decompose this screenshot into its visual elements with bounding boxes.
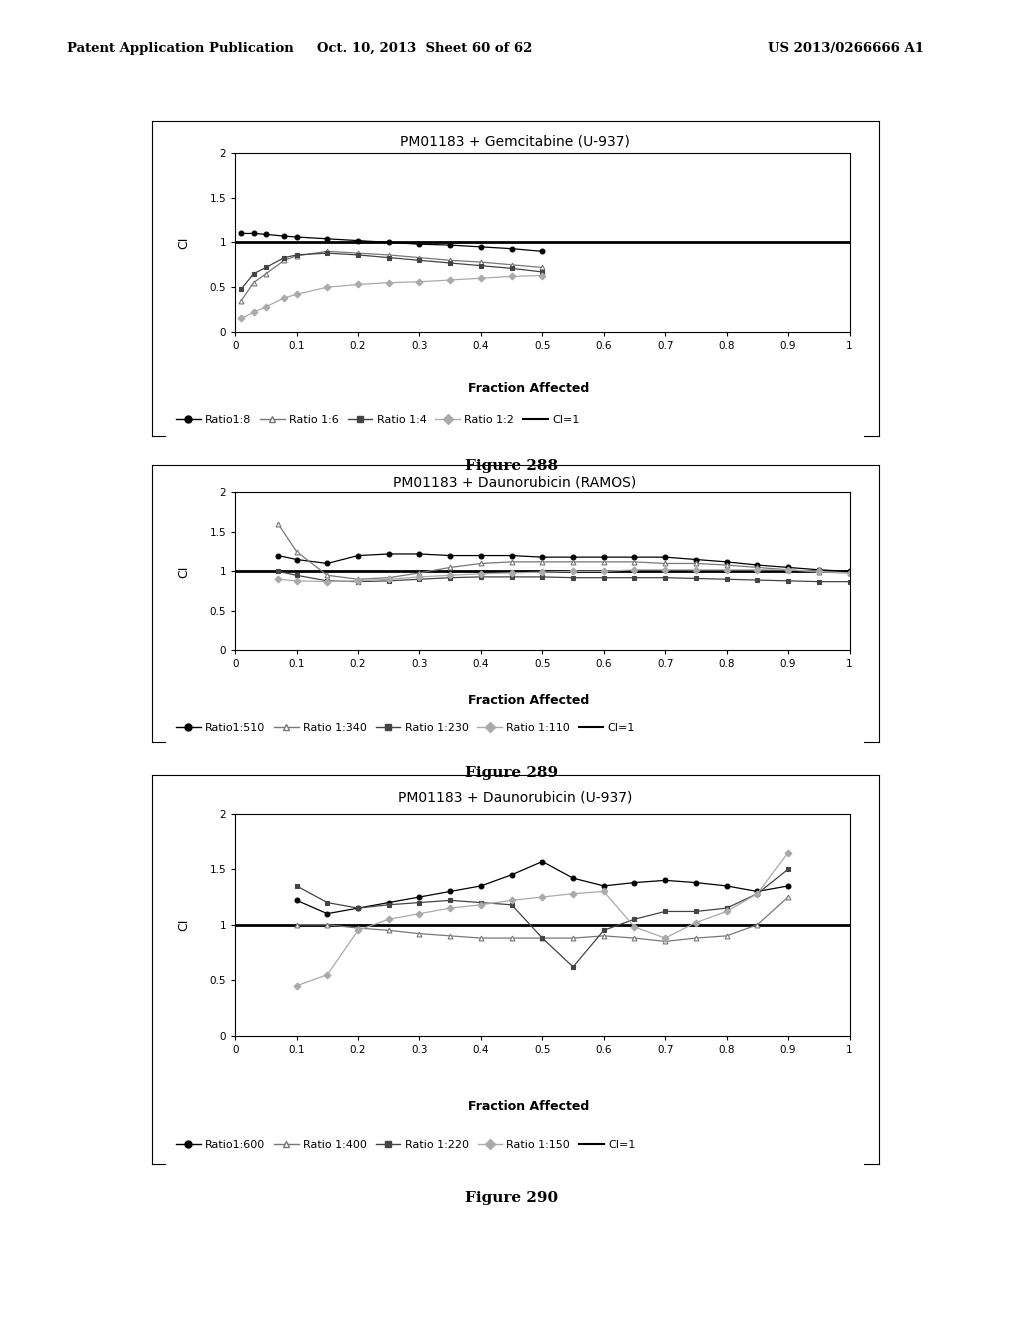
Text: Fraction Affected: Fraction Affected	[468, 694, 590, 708]
Text: PM01183 + Gemcitabine (U-937): PM01183 + Gemcitabine (U-937)	[400, 135, 630, 148]
Text: Figure 288: Figure 288	[466, 459, 558, 474]
Text: Figure 290: Figure 290	[466, 1191, 558, 1205]
Text: Figure 289: Figure 289	[466, 766, 558, 780]
Legend: Ratio1:510, Ratio 1:340, Ratio 1:230, Ratio 1:110, CI=1: Ratio1:510, Ratio 1:340, Ratio 1:230, Ra…	[172, 718, 640, 738]
Text: Fraction Affected: Fraction Affected	[468, 383, 590, 396]
Text: PM01183 + Daunorubicin (RAMOS): PM01183 + Daunorubicin (RAMOS)	[393, 475, 637, 490]
Legend: Ratio1:8, Ratio 1:6, Ratio 1:4, Ratio 1:2, CI=1: Ratio1:8, Ratio 1:6, Ratio 1:4, Ratio 1:…	[172, 411, 584, 429]
Text: CI: CI	[177, 919, 189, 931]
Legend: Ratio1:600, Ratio 1:400, Ratio 1:220, Ratio 1:150, CI=1: Ratio1:600, Ratio 1:400, Ratio 1:220, Ra…	[172, 1135, 640, 1155]
Text: CI: CI	[177, 565, 189, 578]
Text: US 2013/0266666 A1: US 2013/0266666 A1	[768, 42, 924, 55]
Text: Oct. 10, 2013  Sheet 60 of 62: Oct. 10, 2013 Sheet 60 of 62	[317, 42, 532, 55]
Text: CI: CI	[177, 236, 189, 248]
Text: Fraction Affected: Fraction Affected	[468, 1100, 590, 1113]
Text: Patent Application Publication: Patent Application Publication	[67, 42, 293, 55]
Text: PM01183 + Daunorubicin (U-937): PM01183 + Daunorubicin (U-937)	[398, 791, 632, 804]
